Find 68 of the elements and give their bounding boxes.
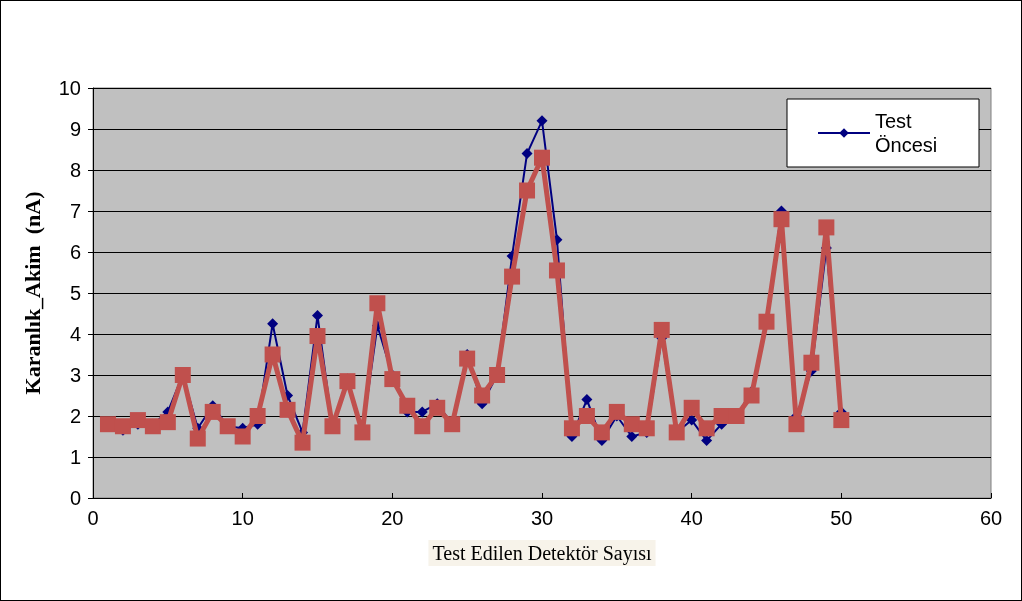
point: [114, 418, 131, 435]
point: [593, 424, 610, 441]
point: [204, 403, 221, 420]
point: [159, 414, 176, 431]
point: [686, 414, 698, 426]
x-tick-label: 40: [680, 507, 703, 529]
point: [626, 431, 638, 442]
point: [234, 428, 251, 445]
point: [129, 412, 146, 429]
point: [698, 420, 715, 437]
point: [638, 420, 655, 437]
y-tick-label: 0: [69, 487, 81, 509]
point: [249, 408, 266, 424]
point: [701, 435, 713, 447]
point: [264, 346, 281, 363]
point: [653, 321, 670, 338]
x-tick-label: 10: [231, 507, 254, 529]
point: [818, 219, 835, 236]
point: [536, 115, 548, 127]
point: [788, 416, 805, 433]
point: [189, 430, 206, 447]
x-axis-title: Test Edilen Detektör Sayısı: [432, 542, 652, 565]
x-tick-label: 20: [381, 507, 404, 529]
x-tick-label: 50: [830, 507, 853, 529]
point: [683, 399, 700, 416]
point: [384, 371, 401, 388]
point: [144, 418, 161, 435]
x-tick-label: 0: [87, 507, 99, 529]
point: [578, 408, 595, 424]
point: [623, 416, 640, 433]
point: [339, 373, 356, 390]
y-tick-label: 7: [69, 200, 81, 222]
point: [608, 403, 625, 420]
point: [416, 406, 428, 418]
point: [294, 434, 311, 451]
point: [504, 268, 521, 285]
point: [773, 211, 790, 228]
point: [309, 328, 326, 345]
point: [519, 182, 536, 199]
point: [399, 397, 416, 414]
point: [743, 387, 760, 404]
y-axis-title: Karanlık_Akim (nA): [19, 191, 45, 395]
x-tick-label: 30: [530, 507, 554, 529]
y-tick-label: 5: [69, 282, 81, 304]
y-tick-label: 8: [69, 159, 81, 181]
point: [474, 387, 491, 404]
y-tick-label: 10: [58, 77, 81, 99]
point: [548, 262, 565, 279]
point: [534, 149, 550, 166]
point: [581, 394, 593, 406]
y-tick-label: 1: [69, 446, 81, 468]
point: [563, 420, 580, 437]
y-tick-label: 3: [69, 364, 81, 386]
point: [803, 354, 820, 371]
point: [429, 399, 446, 416]
y-tick-label: 9: [69, 118, 81, 140]
x-tick-label: 60: [979, 507, 1003, 529]
point: [414, 418, 431, 435]
point: [521, 148, 533, 160]
point: [833, 412, 850, 429]
point: [279, 401, 296, 418]
y-tick-label: 6: [69, 241, 81, 263]
y-tick-label: 4: [69, 323, 81, 345]
point: [713, 408, 730, 424]
legend-label: Test Öncesi: [875, 110, 938, 156]
point: [459, 350, 476, 367]
point: [369, 295, 386, 312]
y-tick-label: 2: [69, 405, 81, 427]
